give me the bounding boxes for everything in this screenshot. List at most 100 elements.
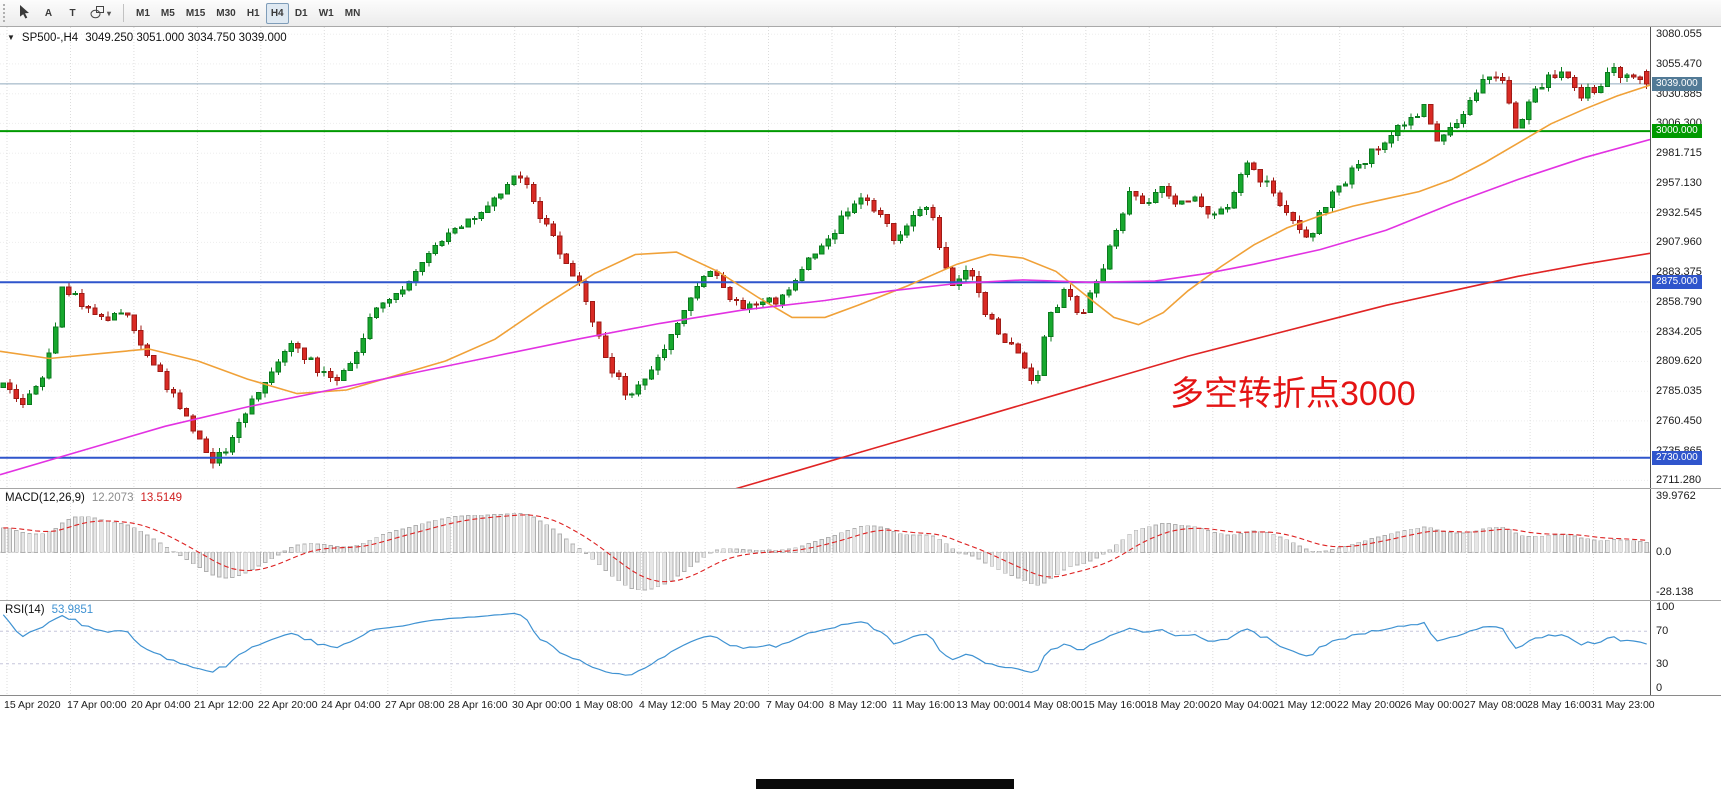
toolbar-grip[interactable] [3, 4, 8, 22]
horizontal-lines-layer[interactable] [0, 130, 1650, 459]
timeframe-button-m5[interactable]: M5 [160, 7, 175, 19]
chevron-down-icon: ▾ [107, 8, 112, 18]
candles-layer [0, 63, 1650, 469]
price-line-badge: 3000.000 [1652, 124, 1702, 138]
time-axis-label: 15 Apr 2020 [4, 699, 61, 711]
price-axis-label: 2907.960 [1656, 236, 1702, 248]
rsi-axis-label: 100 [1656, 601, 1675, 613]
price-axis-label: 2932.545 [1656, 207, 1702, 219]
time-axis-label: 5 May 20:00 [702, 699, 760, 711]
rsi-value: 53.9851 [51, 604, 94, 616]
panel-separator-rsi [0, 600, 1721, 601]
price-axis[interactable]: 3080.055 3055.470 3030.885 3006.300 2981.715… [1650, 27, 1721, 695]
text-label-tool-button[interactable]: A [37, 3, 60, 24]
time-axis-label: 1 May 08:00 [575, 699, 633, 711]
price-axis-label: 2785.035 [1656, 385, 1702, 397]
macd-grid [0, 488, 1650, 600]
time-axis-label: 27 Apr 08:00 [385, 699, 445, 711]
time-axis-label: 20 Apr 04:00 [131, 699, 191, 711]
macd-label: MACD(12,26,9) [5, 492, 85, 504]
cursor-tool-button[interactable] [13, 3, 36, 24]
rsi-line [2, 612, 1647, 676]
time-axis-label: 22 Apr 20:00 [258, 699, 318, 711]
text-label-icon: A [44, 7, 53, 19]
price-axis-label: 2858.790 [1656, 296, 1702, 308]
timeframe-button-h1[interactable]: H1 [246, 7, 260, 19]
timeframe-button-mn[interactable]: MN [344, 7, 361, 19]
time-axis-label: 26 May 00:00 [1400, 699, 1464, 711]
macd-header: MACD(12,26,9) 12.2073 13.5149 [5, 492, 182, 504]
macd-histogram [1, 512, 1649, 591]
timeframe-button-w1[interactable]: W1 [318, 7, 334, 19]
time-axis-label: 21 Apr 12:00 [194, 699, 254, 711]
time-axis-label: 18 May 20:00 [1146, 699, 1210, 711]
price-line-badge: 3039.000 [1652, 77, 1702, 91]
price-axis-label: 3030.885 [1656, 88, 1702, 100]
price-axis-label: 3080.055 [1656, 28, 1702, 40]
macd-panel[interactable] [0, 488, 1650, 600]
price-axis-label: 3055.470 [1656, 58, 1702, 70]
time-axis-label: 13 May 00:00 [956, 699, 1020, 711]
timeframe-button-d1[interactable]: D1 [294, 7, 308, 19]
time-axis-label: 8 May 12:00 [829, 699, 887, 711]
chart-stack: 多空转折点3000 ▼ SP500-,H4 3049.250 3051.000 … [0, 27, 1721, 695]
time-axis-label: 4 May 12:00 [639, 699, 697, 711]
price-axis-label: 2957.130 [1656, 177, 1702, 189]
symbol-period-label: SP500-,H4 [21, 32, 79, 44]
ma-slow-line [735, 252, 1650, 488]
time-axis-label: 11 May 16:00 [892, 699, 955, 711]
toolbar-separator [123, 4, 125, 22]
text-frame-tool-button[interactable]: T [61, 3, 84, 24]
time-axis[interactable]: 15 Apr 2020 17 Apr 00:00 20 Apr 04:00 21 Ap… [0, 695, 1721, 713]
annotation-text: 多空转折点3000 [1170, 375, 1416, 413]
time-axis-label: 15 May 16:00 [1083, 699, 1147, 711]
rsi-label: RSI(14) [5, 604, 45, 616]
time-axis-label: 28 May 16:00 [1527, 699, 1591, 711]
macd-signal-value: 13.5149 [140, 492, 183, 504]
time-axis-label: 20 May 04:00 [1210, 699, 1274, 711]
time-axis-label: 22 May 20:00 [1337, 699, 1401, 711]
shapes-dropdown-button[interactable]: ▾ [85, 3, 116, 24]
main-price-chart[interactable]: 多空转折点3000 [0, 27, 1650, 488]
price-axis-label: 2809.620 [1656, 355, 1702, 367]
price-axis-label: 2760.450 [1656, 415, 1702, 427]
timeframe-button-m1[interactable]: M1 [136, 7, 150, 19]
rsi-axis-label: 30 [1656, 658, 1669, 670]
macd-axis-label: 39.9762 [1656, 490, 1696, 502]
macd-axis-label: -28.138 [1656, 586, 1694, 598]
text-frame-icon: T [69, 7, 76, 19]
timeframe-button-m30[interactable]: M30 [216, 7, 236, 19]
one-click-trading-icon[interactable]: ▼ [7, 33, 15, 42]
rsi-panel[interactable] [0, 600, 1650, 695]
price-line-badge: 2730.000 [1652, 451, 1702, 465]
price-axis-label: 2981.715 [1656, 147, 1702, 159]
time-axis-label: 21 May 12:00 [1273, 699, 1337, 711]
macd-axis-label: 0.0 [1656, 546, 1672, 558]
moving-averages-layer [0, 84, 1650, 488]
ma-fast-line [0, 84, 1650, 395]
bottom-whitespace [0, 713, 1721, 789]
panel-separator-macd [0, 488, 1721, 489]
cursor-icon [18, 4, 31, 22]
time-axis-label: 14 May 08:00 [1019, 699, 1083, 711]
price-axis-label: 2834.205 [1656, 326, 1702, 338]
time-axis-label: 17 Apr 00:00 [67, 699, 127, 711]
timeframe-button-m15[interactable]: M15 [185, 7, 206, 19]
rsi-header: RSI(14) 53.9851 [5, 604, 93, 616]
time-axis-label: 28 Apr 16:00 [448, 699, 508, 711]
grid-layer [0, 27, 1650, 488]
bottom-black-bar [756, 779, 1014, 789]
time-axis-label: 7 May 04:00 [766, 699, 824, 711]
rsi-grid [0, 600, 1650, 695]
chart-title: ▼ SP500-,H4 3049.250 3051.000 3034.750 3… [7, 32, 287, 44]
time-axis-label: 27 May 08:00 [1464, 699, 1528, 711]
toolbar: A T ▾ M1 M5 M15 M30 H1 H4 D1 W1 MN [0, 0, 1721, 27]
macd-main-value: 12.2073 [91, 492, 134, 504]
time-axis-label: 30 Apr 00:00 [512, 699, 572, 711]
timeframe-button-h4[interactable]: H4 [265, 2, 289, 24]
rsi-axis-label: 0 [1656, 682, 1663, 694]
rsi-axis-label: 70 [1656, 625, 1669, 637]
price-line-badge: 2875.000 [1652, 275, 1702, 289]
time-axis-label: 31 May 23:00 [1591, 699, 1655, 711]
ohlc-values: 3049.250 3051.000 3034.750 3039.000 [85, 32, 287, 44]
